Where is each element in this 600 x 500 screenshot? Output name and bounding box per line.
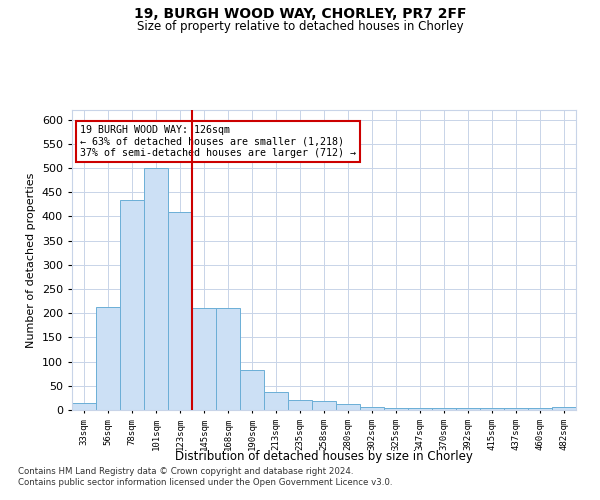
- Bar: [120, 200, 144, 410]
- Bar: [144, 168, 168, 410]
- Bar: [336, 404, 360, 410]
- Bar: [552, 407, 576, 410]
- Bar: [264, 392, 288, 410]
- Bar: [528, 408, 552, 410]
- Text: Distribution of detached houses by size in Chorley: Distribution of detached houses by size …: [175, 450, 473, 463]
- Bar: [408, 408, 432, 410]
- Text: 19, BURGH WOOD WAY, CHORLEY, PR7 2FF: 19, BURGH WOOD WAY, CHORLEY, PR7 2FF: [134, 8, 466, 22]
- Bar: [384, 408, 408, 410]
- Bar: [168, 212, 192, 410]
- Bar: [96, 308, 120, 410]
- Bar: [432, 408, 456, 410]
- Text: Size of property relative to detached houses in Chorley: Size of property relative to detached ho…: [137, 20, 463, 33]
- Bar: [456, 408, 480, 410]
- Bar: [240, 370, 264, 410]
- Y-axis label: Number of detached properties: Number of detached properties: [26, 172, 36, 348]
- Text: 19 BURGH WOOD WAY: 126sqm
← 63% of detached houses are smaller (1,218)
37% of se: 19 BURGH WOOD WAY: 126sqm ← 63% of detac…: [80, 125, 356, 158]
- Bar: [360, 407, 384, 410]
- Bar: [312, 402, 336, 410]
- Bar: [480, 408, 504, 410]
- Bar: [192, 308, 216, 410]
- Bar: [72, 402, 96, 410]
- Bar: [216, 308, 240, 410]
- Bar: [504, 408, 528, 410]
- Bar: [288, 400, 312, 410]
- Text: Contains HM Land Registry data © Crown copyright and database right 2024.
Contai: Contains HM Land Registry data © Crown c…: [18, 468, 392, 487]
